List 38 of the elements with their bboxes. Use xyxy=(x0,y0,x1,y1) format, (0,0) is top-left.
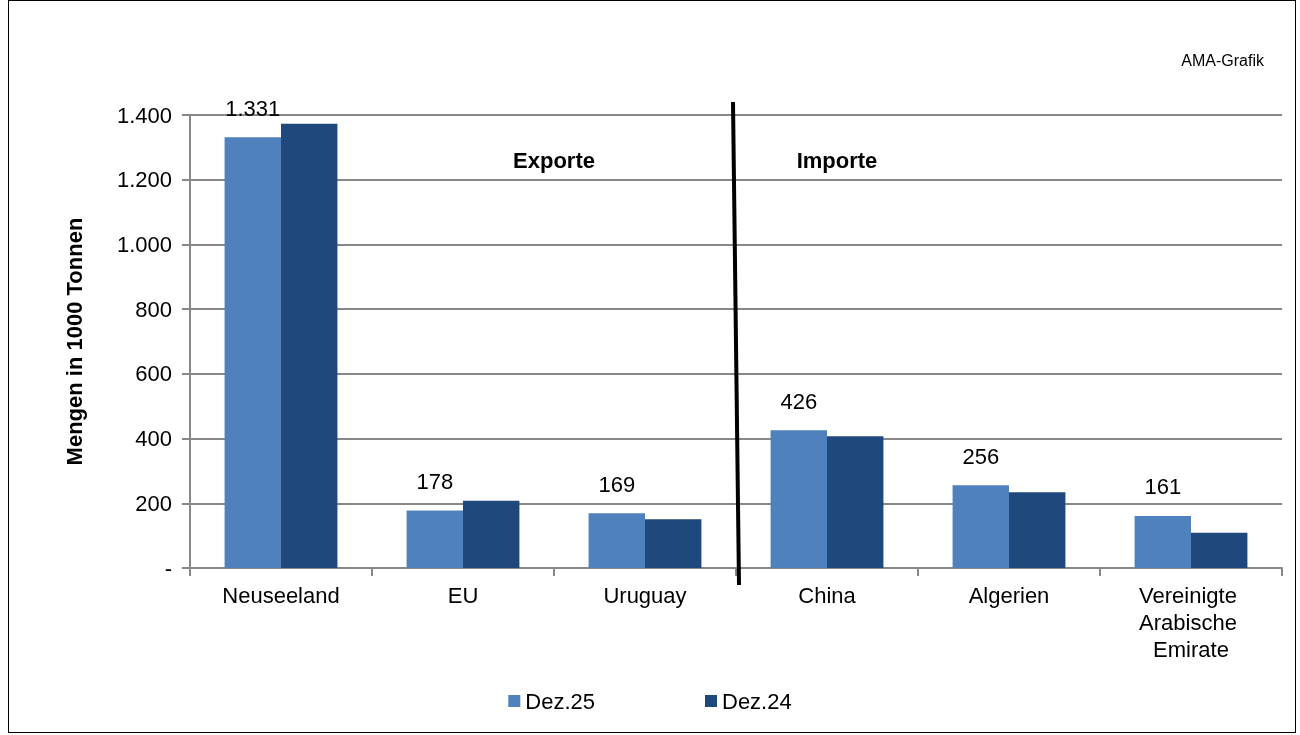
bar xyxy=(645,519,702,568)
y-tick-label: 800 xyxy=(135,296,172,322)
bar xyxy=(770,430,827,568)
y-axis-title: Mengen in 1000 Tonnen xyxy=(61,217,87,466)
legend-label: Dez.24 xyxy=(722,688,792,714)
bar xyxy=(952,485,1009,568)
y-tick-label: 200 xyxy=(135,490,172,516)
bar xyxy=(224,137,281,568)
x-tick-label: China xyxy=(798,583,857,608)
bar xyxy=(588,513,645,568)
data-label: 169 xyxy=(598,471,636,497)
y-tick-label: - xyxy=(164,555,172,581)
bar xyxy=(1134,515,1191,568)
data-label: 178 xyxy=(416,468,454,494)
bar xyxy=(463,500,520,568)
y-tick-label: 1.000 xyxy=(116,231,172,257)
y-tick-label: 600 xyxy=(135,361,172,387)
data-label: 426 xyxy=(780,388,818,414)
data-label: 1.331 xyxy=(225,95,281,121)
y-tick-label: 1.200 xyxy=(116,167,172,193)
annotation: Exporte xyxy=(513,147,595,173)
y-tick-label: 400 xyxy=(135,426,172,452)
text: AMA-Grafik xyxy=(1181,51,1265,69)
annotation: Importe xyxy=(796,147,878,173)
x-tick-label: EU xyxy=(447,583,479,608)
legend-label: Dez.25 xyxy=(525,688,596,714)
data-label: 161 xyxy=(1144,474,1182,500)
bar xyxy=(1191,532,1248,568)
bar xyxy=(281,123,338,568)
data-label: 256 xyxy=(962,443,1000,469)
x-tick-label: Uruguay xyxy=(603,583,687,608)
y-tick-label: 1.400 xyxy=(116,102,172,128)
bar xyxy=(1009,492,1066,568)
bar xyxy=(827,436,884,568)
x-tick-label: Neuseeland xyxy=(222,583,340,608)
x-tick-label: Vereinigte Arabische Emirate xyxy=(1139,583,1243,662)
x-tick-label: Algerien xyxy=(968,583,1050,608)
bar xyxy=(406,510,463,568)
